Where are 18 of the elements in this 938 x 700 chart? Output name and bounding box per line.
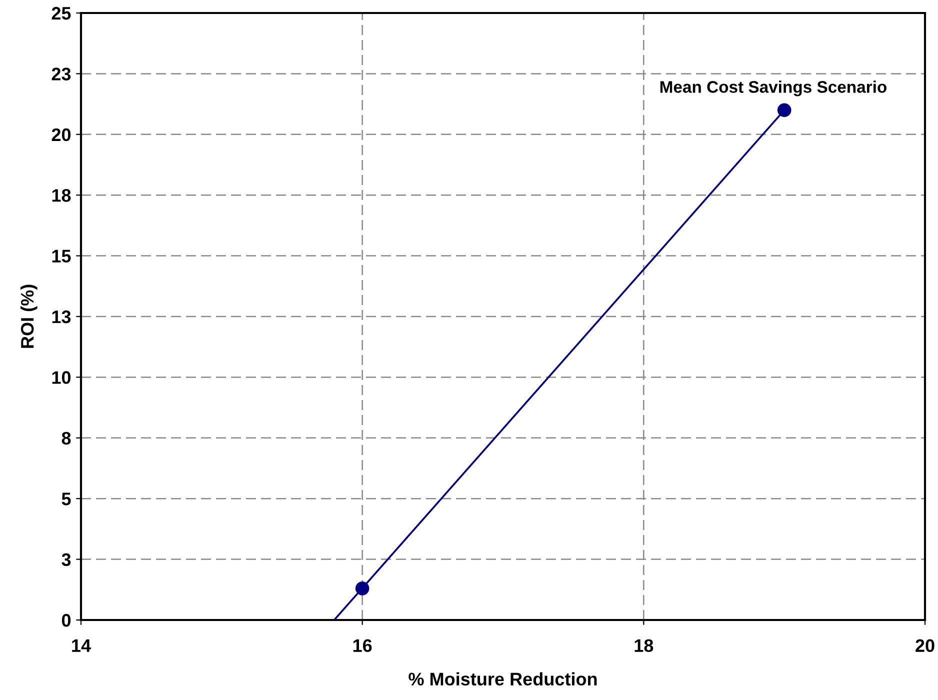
- y-tick-label: 3: [62, 553, 71, 566]
- x-tick-label: 20: [916, 639, 934, 652]
- x-tick-label: 14: [72, 639, 91, 652]
- x-tick-label: 18: [634, 639, 654, 652]
- y-tick-label: 5: [62, 492, 71, 506]
- y-tick-label: 25: [52, 6, 71, 20]
- y-tick-label: 18: [52, 189, 71, 202]
- y-tick-label: 20: [52, 128, 71, 142]
- y-tick-label: 13: [52, 310, 71, 324]
- y-tick-label: 8: [62, 432, 71, 445]
- y-tick-label: 23: [52, 68, 71, 80]
- annotation: Mean Cost Savings Scenario: [660, 80, 886, 96]
- y-tick-label: 0: [62, 614, 71, 627]
- y-axis-title: ROI (%): [20, 284, 38, 348]
- x-tick-label: 16: [353, 639, 372, 652]
- y-tick-label: 15: [52, 250, 71, 263]
- y-tick-label: 10: [52, 371, 71, 384]
- x-axis-title: % Moisture Reduction: [408, 672, 597, 686]
